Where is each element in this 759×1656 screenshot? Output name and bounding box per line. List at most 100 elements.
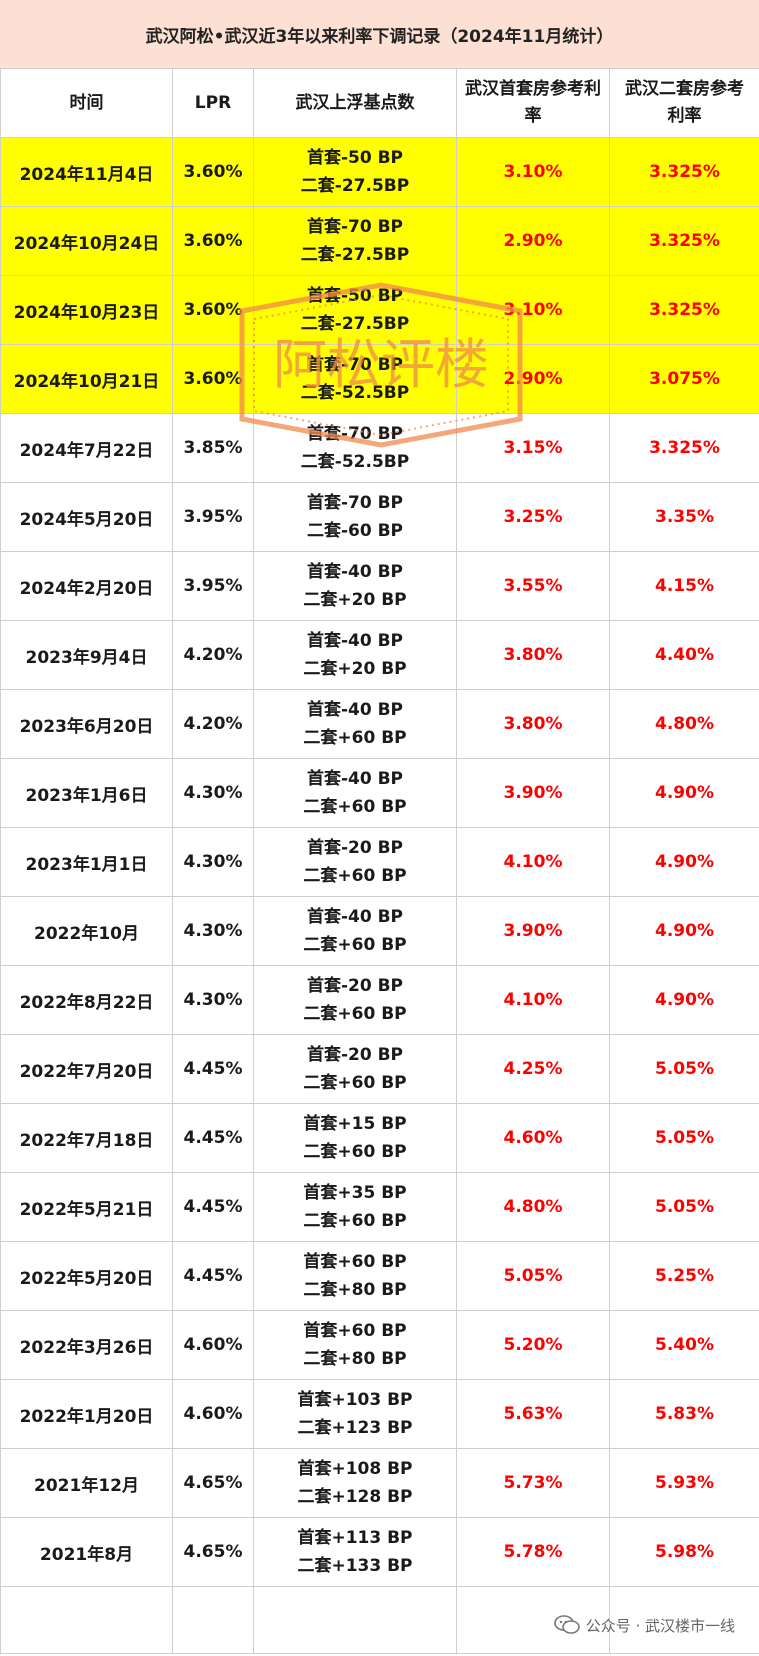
cell-date: 2022年1月20日 — [0, 1379, 173, 1449]
cell-lpr: 3.60% — [172, 344, 254, 414]
bp-second: 二套+20 BP — [303, 590, 407, 610]
table-row: 2024年10月24日 3.60% 首套-70 BP 二套-27.5BP 2.90% 3.… — [0, 206, 759, 276]
cell-lpr: 4.65% — [172, 1448, 254, 1518]
cell-first-rate: 5.78% — [456, 1517, 610, 1587]
bp-second: 二套+60 BP — [303, 1211, 407, 1231]
cell-date: 2024年7月22日 — [0, 413, 173, 483]
cell-second-rate: 4.40% — [609, 620, 759, 690]
bp-second: 二套+123 BP — [297, 1418, 413, 1438]
header-lpr: LPR — [172, 68, 254, 138]
table-row: 2022年1月20日 4.60% 首套+103 BP 二套+123 BP 5.63% 5.… — [0, 1379, 759, 1449]
table-row: 2023年9月4日 4.20% 首套-40 BP 二套+20 BP 3.80% 4.40% — [0, 620, 759, 690]
cell-bp: 首套-70 BP 二套-60 BP — [253, 482, 457, 552]
cell-date: 2024年10月23日 — [0, 275, 173, 345]
cell-first-rate: 5.20% — [456, 1310, 610, 1380]
cell-bp: 首套+60 BP 二套+80 BP — [253, 1310, 457, 1380]
cell-second-rate: 5.05% — [609, 1103, 759, 1173]
table-row: 2022年3月26日 4.60% 首套+60 BP 二套+80 BP 5.20% 5.40… — [0, 1310, 759, 1380]
table-row: 2022年8月22日 4.30% 首套-20 BP 二套+60 BP 4.10% 4.90… — [0, 965, 759, 1035]
bp-second: 二套+60 BP — [303, 1004, 407, 1024]
cell-date: 2023年9月4日 — [0, 620, 173, 690]
table-title: 武汉阿松•武汉近3年以来利率下调记录（2024年11月统计） — [0, 0, 759, 69]
bp-first: 首套+60 BP — [303, 1252, 407, 1272]
blank-cell — [253, 1586, 457, 1654]
cell-second-rate: 4.90% — [609, 965, 759, 1035]
header-bp: 武汉上浮基点数 — [253, 68, 457, 138]
cell-lpr: 3.60% — [172, 137, 254, 207]
table-row: 2021年8月 4.65% 首套+113 BP 二套+133 BP 5.78% 5.98% — [0, 1517, 759, 1587]
cell-bp: 首套-40 BP 二套+60 BP — [253, 896, 457, 966]
cell-date: 2024年11月4日 — [0, 137, 173, 207]
bp-second: 二套+20 BP — [303, 659, 407, 679]
cell-date: 2022年5月20日 — [0, 1241, 173, 1311]
cell-bp: 首套-70 BP 二套-52.5BP — [253, 344, 457, 414]
bp-first: 首套-40 BP — [306, 631, 404, 651]
bp-first: 首套+103 BP — [297, 1390, 413, 1410]
cell-bp: 首套-20 BP 二套+60 BP — [253, 965, 457, 1035]
cell-first-rate: 4.10% — [456, 827, 610, 897]
bp-second: 二套+60 BP — [303, 797, 407, 817]
table-row: 2024年11月4日 3.60% 首套-50 BP 二套-27.5BP 3.10% 3.3… — [0, 137, 759, 207]
bp-first: 首套-40 BP — [306, 769, 404, 789]
bp-second: 二套-52.5BP — [300, 452, 410, 472]
cell-bp: 首套+15 BP 二套+60 BP — [253, 1103, 457, 1173]
cell-lpr: 3.60% — [172, 275, 254, 345]
cell-first-rate: 3.55% — [456, 551, 610, 621]
bp-second: 二套-60 BP — [306, 521, 404, 541]
cell-lpr: 4.45% — [172, 1241, 254, 1311]
cell-bp: 首套-40 BP 二套+20 BP — [253, 551, 457, 621]
cell-second-rate: 3.325% — [609, 275, 759, 345]
footer-text: 公众号 · 武汉楼市一线 — [585, 1616, 735, 1635]
bp-first: 首套-70 BP — [306, 217, 404, 237]
cell-bp: 首套-20 BP 二套+60 BP — [253, 1034, 457, 1104]
cell-date: 2024年5月20日 — [0, 482, 173, 552]
cell-bp: 首套+35 BP 二套+60 BP — [253, 1172, 457, 1242]
cell-second-rate: 3.35% — [609, 482, 759, 552]
cell-second-rate: 4.80% — [609, 689, 759, 759]
bp-first: 首套-20 BP — [306, 1045, 404, 1065]
header-second-rate: 武汉二套房参考利率 — [609, 68, 759, 138]
cell-bp: 首套-40 BP 二套+60 BP — [253, 689, 457, 759]
bp-second: 二套-27.5BP — [300, 314, 410, 334]
cell-lpr: 3.95% — [172, 551, 254, 621]
bp-second: 二套-27.5BP — [300, 245, 410, 265]
blank-cell — [0, 1586, 173, 1654]
table-row: 2021年12月 4.65% 首套+108 BP 二套+128 BP 5.73% 5.93… — [0, 1448, 759, 1518]
bp-first: 首套-20 BP — [306, 976, 404, 996]
cell-second-rate: 4.90% — [609, 758, 759, 828]
cell-second-rate: 3.325% — [609, 137, 759, 207]
cell-bp: 首套-40 BP 二套+60 BP — [253, 758, 457, 828]
cell-second-rate: 5.98% — [609, 1517, 759, 1587]
cell-lpr: 4.30% — [172, 965, 254, 1035]
bp-first: 首套-20 BP — [306, 838, 404, 858]
cell-second-rate: 5.05% — [609, 1172, 759, 1242]
bp-second: 二套+60 BP — [303, 1073, 407, 1093]
cell-bp: 首套+113 BP 二套+133 BP — [253, 1517, 457, 1587]
bp-first: 首套-70 BP — [306, 493, 404, 513]
table-row: 2022年7月20日 4.45% 首套-20 BP 二套+60 BP 4.25% 5.05… — [0, 1034, 759, 1104]
wechat-icon — [553, 1615, 580, 1634]
footer-credit: 公众号 · 武汉楼市一线 — [553, 1613, 735, 1637]
table-row: 2024年10月23日 3.60% 首套-50 BP 二套-27.5BP 3.10% 3.… — [0, 275, 759, 345]
table-row: 2024年10月21日 3.60% 首套-70 BP 二套-52.5BP 2.90% 3.… — [0, 344, 759, 414]
cell-bp: 首套-70 BP 二套-52.5BP — [253, 413, 457, 483]
cell-lpr: 4.30% — [172, 758, 254, 828]
cell-lpr: 4.20% — [172, 620, 254, 690]
cell-second-rate: 3.325% — [609, 413, 759, 483]
cell-first-rate: 5.73% — [456, 1448, 610, 1518]
cell-first-rate: 2.90% — [456, 206, 610, 276]
cell-date: 2022年8月22日 — [0, 965, 173, 1035]
cell-second-rate: 4.90% — [609, 827, 759, 897]
table-row: 2024年5月20日 3.95% 首套-70 BP 二套-60 BP 3.25% 3.35… — [0, 482, 759, 552]
bp-first: 首套-50 BP — [306, 148, 404, 168]
cell-bp: 首套-20 BP 二套+60 BP — [253, 827, 457, 897]
bp-second: 二套+128 BP — [297, 1487, 413, 1507]
cell-first-rate: 3.25% — [456, 482, 610, 552]
cell-bp: 首套+60 BP 二套+80 BP — [253, 1241, 457, 1311]
cell-bp: 首套-50 BP 二套-27.5BP — [253, 137, 457, 207]
cell-second-rate: 4.90% — [609, 896, 759, 966]
cell-second-rate: 5.93% — [609, 1448, 759, 1518]
header-row: 时间 LPR 武汉上浮基点数 武汉首套房参考利率 武汉二套房参考利率 — [0, 68, 759, 138]
bp-first: 首套+35 BP — [303, 1183, 407, 1203]
bp-first: 首套-40 BP — [306, 562, 404, 582]
